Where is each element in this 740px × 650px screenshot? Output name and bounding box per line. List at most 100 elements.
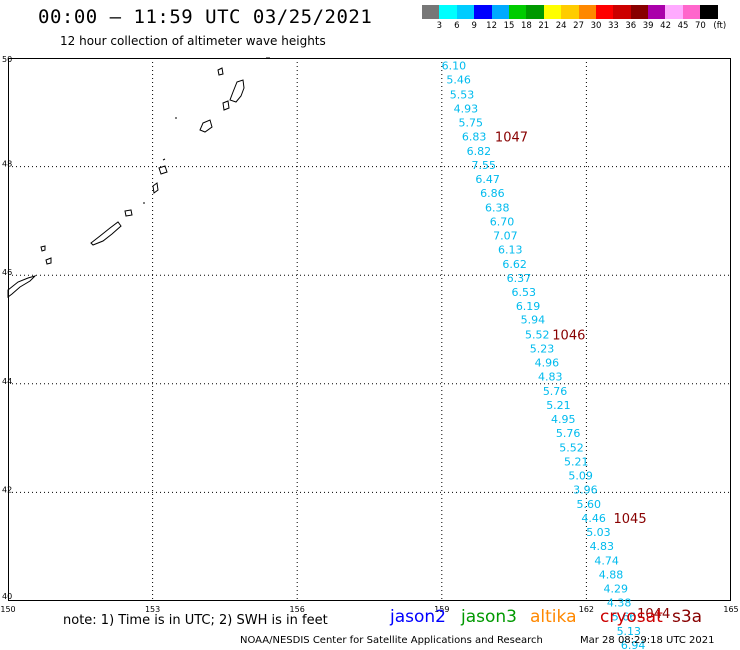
legend-tick-label: 42 <box>660 21 672 31</box>
map-title: 00:00 – 11:59 UTC 03/25/2021 <box>38 6 373 28</box>
y-tick-label: 40 <box>2 592 12 601</box>
legend-swatch <box>508 5 527 19</box>
legend-swatch <box>439 5 457 19</box>
wave-height-label: 4.46 <box>581 512 606 525</box>
wave-height-label: 6.37 <box>507 272 532 285</box>
wave-height-label: 4.95 <box>551 413 576 426</box>
wave-height-label: 5.94 <box>521 314 546 327</box>
legend-tick-label: 3 <box>436 21 443 31</box>
x-tick-label: 165 <box>723 605 738 614</box>
y-tick-label: 50 <box>2 55 12 64</box>
pressure-label: 1045 <box>614 512 647 527</box>
wave-height-label: 5.66 <box>612 611 637 624</box>
wave-height-label: 6.83 <box>462 131 487 144</box>
wave-height-label: 7.55 <box>471 159 496 172</box>
wave-height-label: 4.93 <box>454 102 479 115</box>
grid-layer <box>8 58 731 601</box>
legend-swatch <box>665 5 683 19</box>
island-outline <box>45 257 52 265</box>
wave-height-label: 5.76 <box>556 427 581 440</box>
legend-tick-label: 21 <box>538 21 550 31</box>
legend-swatch <box>648 5 666 19</box>
legend-tick-label: 12 <box>486 21 498 31</box>
island-outline <box>7 274 37 298</box>
satellite-label: cryosat <box>600 607 663 627</box>
legend-tick-label: 9 <box>471 21 477 31</box>
island-outline <box>222 100 230 111</box>
timestamp-text: Mar 28 08:29:18 UTC 2021 <box>580 635 715 646</box>
x-tick-label: 162 <box>579 605 594 614</box>
legend-swatch <box>595 5 614 19</box>
wave-height-label: 6.86 <box>480 187 505 200</box>
island-outline <box>162 158 166 161</box>
legend-tick-label: 39 <box>642 21 654 31</box>
wave-height-label: 4.83 <box>590 540 615 553</box>
wave-height-label: 5.52 <box>559 441 584 454</box>
wave-height-label: 5.75 <box>458 117 483 130</box>
wave-height-label: 3.96 <box>573 484 598 497</box>
map-subtitle: 12 hour collection of altimeter wave hei… <box>60 34 326 48</box>
wave-height-label: 4.74 <box>594 554 619 567</box>
legend-swatch <box>474 5 492 19</box>
wave-height-label: 6.94 <box>621 639 646 650</box>
legend-tick-label: 15 <box>503 21 515 31</box>
wave-height-label: 5.09 <box>568 470 593 483</box>
island-outline <box>90 221 122 246</box>
footer-note: note: 1) Time is in UTC; 2) SWH is in fe… <box>63 613 328 628</box>
wave-height-label: 6.47 <box>475 173 500 186</box>
legend-swatch <box>456 5 475 19</box>
satellite-label: s3a <box>672 607 703 627</box>
legend-tick-label: 18 <box>520 21 532 31</box>
wave-height-label: 4.96 <box>535 357 560 370</box>
y-tick-label: 46 <box>2 268 12 277</box>
pressure-label: 1047 <box>495 131 528 146</box>
satellite-label: jason3 <box>461 607 517 627</box>
legend-swatch <box>578 5 596 19</box>
island-outline <box>217 67 224 76</box>
island-outline <box>40 245 46 252</box>
legend-tick-label: (ft) <box>713 21 727 31</box>
pressure-layer: 1047 1046 1045 1044 <box>495 131 670 622</box>
coastline-layer <box>7 57 270 298</box>
legend-tick-label: 24 <box>555 21 567 31</box>
wave-height-label: 5.03 <box>586 526 611 539</box>
legend-swatches <box>422 5 740 19</box>
island-outline <box>229 79 245 103</box>
legend-swatch <box>491 5 509 19</box>
axis-labels-layer: 150 153 156 159 162 165 50 48 46 44 42 40 <box>0 55 738 614</box>
x-tick-label: 150 <box>0 605 15 614</box>
legend-swatch <box>561 5 579 19</box>
legend-tick-label: 70 <box>694 21 706 31</box>
legend-tick-label: 30 <box>590 21 602 31</box>
color-legend: 3 6 9 12 15 18 21 24 27 30 33 36 39 42 45 70 (ft) <box>422 5 740 33</box>
x-tick-label: 159 <box>434 605 449 614</box>
wave-height-label: 6.19 <box>516 300 541 313</box>
wave-height-label: 5.76 <box>543 385 568 398</box>
island-outline <box>199 119 213 133</box>
wave-height-label: 4.83 <box>538 371 563 384</box>
legend-swatch <box>630 5 649 19</box>
wave-height-label: 4.38 <box>607 597 632 610</box>
x-tick-label: 156 <box>290 605 305 614</box>
wave-height-label: 6.62 <box>502 258 527 271</box>
wave-height-label: 6.70 <box>490 215 515 228</box>
island-outline <box>158 165 168 175</box>
wave-height-label: 5.23 <box>530 343 555 356</box>
wave-height-label: 5.13 <box>617 625 642 638</box>
wave-height-label: 6.53 <box>511 286 536 299</box>
legend-swatch <box>526 5 544 19</box>
wave-height-label: 5.21 <box>564 455 589 468</box>
pressure-label: 1044 <box>637 607 670 622</box>
credit-text: NOAA/NESDIS Center for Satellite Applica… <box>240 635 543 646</box>
y-tick-label: 44 <box>2 377 12 386</box>
wave-height-label: 6.38 <box>485 201 510 214</box>
y-tick-label: 42 <box>2 485 12 494</box>
island-outline <box>124 209 133 217</box>
legend-tick-label: 6 <box>454 21 460 31</box>
wave-height-label: 4.88 <box>599 568 624 581</box>
wave-height-label: 4.29 <box>604 583 629 596</box>
legend-swatch <box>543 5 562 19</box>
pressure-label: 1046 <box>552 328 585 343</box>
legend-tick-label: 33 <box>607 21 619 31</box>
x-tick-label: 153 <box>145 605 160 614</box>
